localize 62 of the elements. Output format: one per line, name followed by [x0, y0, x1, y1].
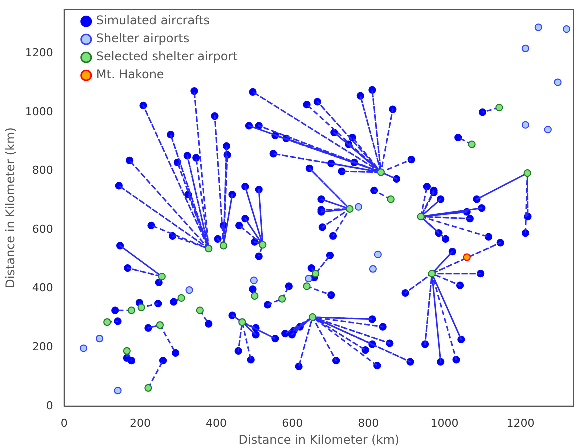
point: [417, 213, 425, 221]
x-tick-label: 200: [130, 416, 151, 430]
x-tick-label: 800: [358, 416, 380, 430]
point: [428, 270, 436, 278]
legend-label: Mt. Hakone: [96, 68, 164, 82]
point: [278, 295, 286, 303]
x-tick-label: 1000: [430, 416, 459, 430]
point: [496, 104, 504, 112]
y-axis-title: Distance in Kilometer (km): [3, 128, 18, 288]
point: [522, 44, 530, 52]
point: [104, 318, 112, 326]
point: [178, 294, 186, 302]
y-tick-label: 1200: [25, 46, 54, 60]
point: [387, 196, 395, 204]
point: [354, 203, 363, 211]
point: [524, 170, 532, 178]
point: [156, 321, 164, 330]
point: [522, 121, 530, 129]
legend-label: Simulated aircrafts: [96, 14, 210, 28]
x-axis-title: Distance in Kilometer (km): [238, 432, 400, 447]
point: [196, 306, 204, 314]
point: [377, 168, 385, 176]
point: [468, 140, 476, 148]
point: [114, 387, 122, 395]
point: [205, 245, 213, 253]
point: [374, 250, 382, 259]
point: [308, 314, 317, 322]
point: [250, 276, 258, 284]
point: [346, 205, 354, 213]
y-tick-label: 600: [32, 222, 54, 236]
y-tick-label: 1000: [25, 105, 54, 118]
x-tick-label: 0: [60, 416, 68, 430]
y-tick-label: 400: [32, 282, 54, 295]
legend-label: Shelter airports: [96, 32, 190, 46]
y-tick-label: 200: [32, 340, 54, 354]
point: [158, 272, 166, 281]
y-tick-label: 800: [32, 164, 54, 178]
x-tick-label: 400: [206, 416, 228, 430]
point: [305, 275, 313, 283]
point: [312, 270, 320, 278]
point: [562, 25, 571, 34]
point: [534, 24, 542, 32]
point: [463, 254, 471, 262]
point: [369, 265, 377, 273]
point: [186, 286, 194, 294]
point: [251, 292, 259, 300]
point: [220, 242, 228, 250]
point: [96, 334, 104, 343]
point: [128, 306, 136, 314]
point: [303, 282, 311, 290]
point: [138, 304, 146, 312]
point: [80, 344, 88, 352]
point: [123, 347, 131, 355]
y-tick-label: 0: [46, 399, 54, 412]
point: [144, 384, 152, 392]
point: [259, 241, 267, 249]
x-tick-label: 600: [282, 416, 304, 430]
legend-label: Selected shelter airport: [96, 50, 238, 64]
point: [238, 318, 246, 326]
point: [554, 78, 562, 86]
x-tick-label: 1200: [506, 416, 535, 430]
point: [544, 126, 552, 134]
